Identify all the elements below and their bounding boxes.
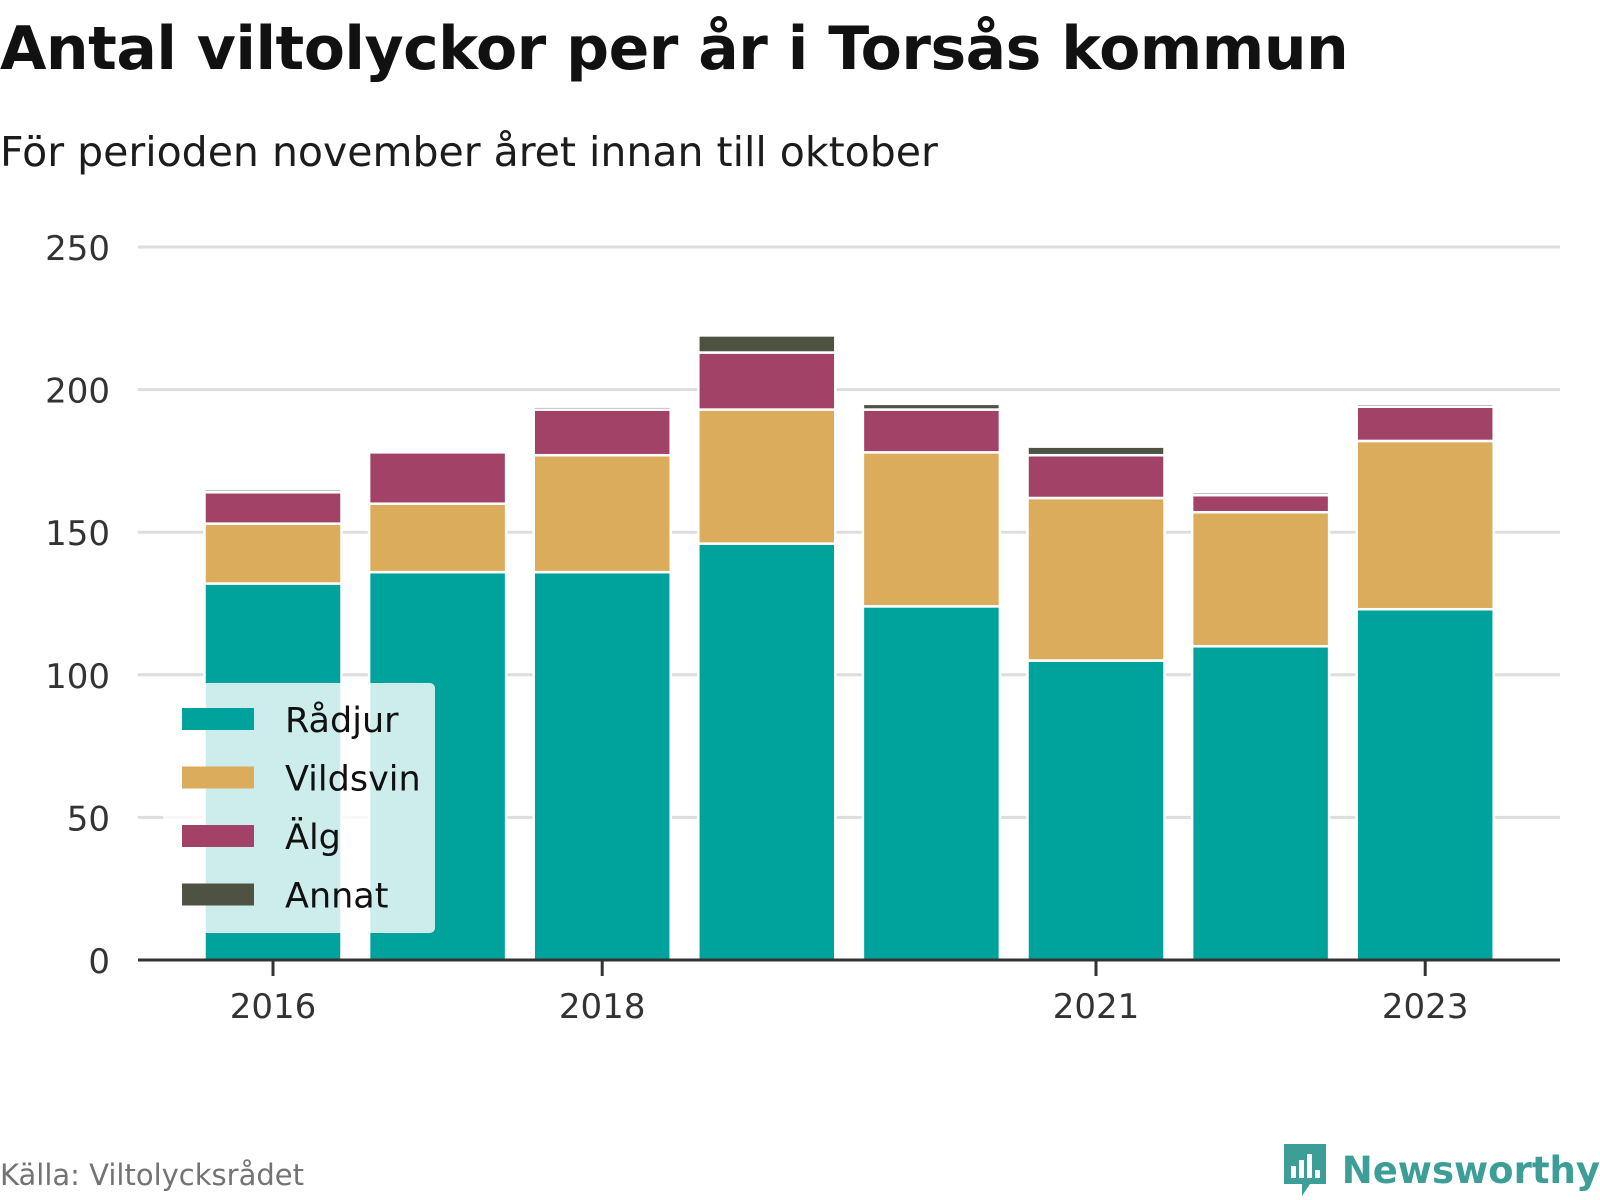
bar-segment <box>697 408 837 545</box>
y-tick-label: 50 <box>67 799 110 839</box>
x-tick-label: 2023 <box>1382 987 1469 1027</box>
chart-title: Antal viltolyckor per år i Torsås kommun <box>0 14 1349 84</box>
y-tick-label: 100 <box>45 657 110 697</box>
bar-segment <box>1026 445 1166 457</box>
legend-swatch <box>182 825 254 847</box>
bar-segment <box>203 522 343 585</box>
y-tick-label: 250 <box>45 229 110 269</box>
bar-segment <box>697 334 837 354</box>
source-note: Källa: Viltolycksrådet <box>0 1158 304 1192</box>
bar-segment <box>861 605 1002 962</box>
bar-segment <box>1355 439 1495 611</box>
x-tick-label: 2021 <box>1053 987 1140 1027</box>
newsworthy-logo-icon <box>1283 1144 1326 1196</box>
legend-label: Rådjur <box>285 700 399 741</box>
bar-segment <box>1355 402 1495 408</box>
bar-segment <box>367 451 508 505</box>
x-tick-label: 2018 <box>559 987 646 1027</box>
legend-label: Vildsvin <box>285 760 421 800</box>
bar-segment <box>203 491 343 525</box>
legend-label: Annat <box>285 877 388 917</box>
bar-segment <box>532 453 672 574</box>
bar-segment <box>532 405 672 411</box>
bar-segment <box>367 502 508 574</box>
y-tick-label: 150 <box>45 514 110 554</box>
bar-segment <box>1190 491 1331 497</box>
y-tick-label: 0 <box>88 942 110 982</box>
legend-swatch <box>182 708 254 730</box>
legend-swatch <box>182 883 254 906</box>
brand-name: Newsworthy <box>1341 1148 1600 1192</box>
bar-segment <box>697 542 837 962</box>
stacked-bar-chart: 0 50 100 150 200 250 2016 2018 2021 2023 Rådjur V… <box>45 229 1560 1027</box>
x-axis: 2016 2018 2021 2023 <box>138 958 1560 1027</box>
bar-segment <box>1026 453 1166 500</box>
bar-segment <box>532 570 672 962</box>
y-tick-label: 200 <box>45 372 110 412</box>
y-axis-tick-labels: 0 50 100 150 200 250 <box>45 229 110 982</box>
legend-swatch <box>182 766 254 789</box>
bar-segment <box>861 402 1002 411</box>
legend-box <box>163 683 435 933</box>
legend-label: Älg <box>285 816 341 858</box>
bar-segment <box>1355 405 1495 443</box>
bar-segment <box>697 351 837 411</box>
bar-segment <box>1026 496 1166 662</box>
chart-subtitle: För perioden november året innan till ok… <box>0 128 938 176</box>
bar-segment <box>1190 510 1331 648</box>
bar-segment <box>1190 493 1331 514</box>
bar-segment <box>1026 659 1166 962</box>
bar-segment <box>861 408 1002 454</box>
x-tick-label: 2016 <box>230 987 317 1027</box>
bar-segment <box>1190 645 1331 962</box>
bar-segment <box>861 451 1002 608</box>
brand-logo: Newsworthy <box>1280 1140 1600 1200</box>
bar-segment <box>1355 607 1495 962</box>
legend: Rådjur Vildsvin Älg Annat <box>163 683 435 933</box>
bar-segment <box>203 488 343 494</box>
bar-segment <box>532 408 672 457</box>
